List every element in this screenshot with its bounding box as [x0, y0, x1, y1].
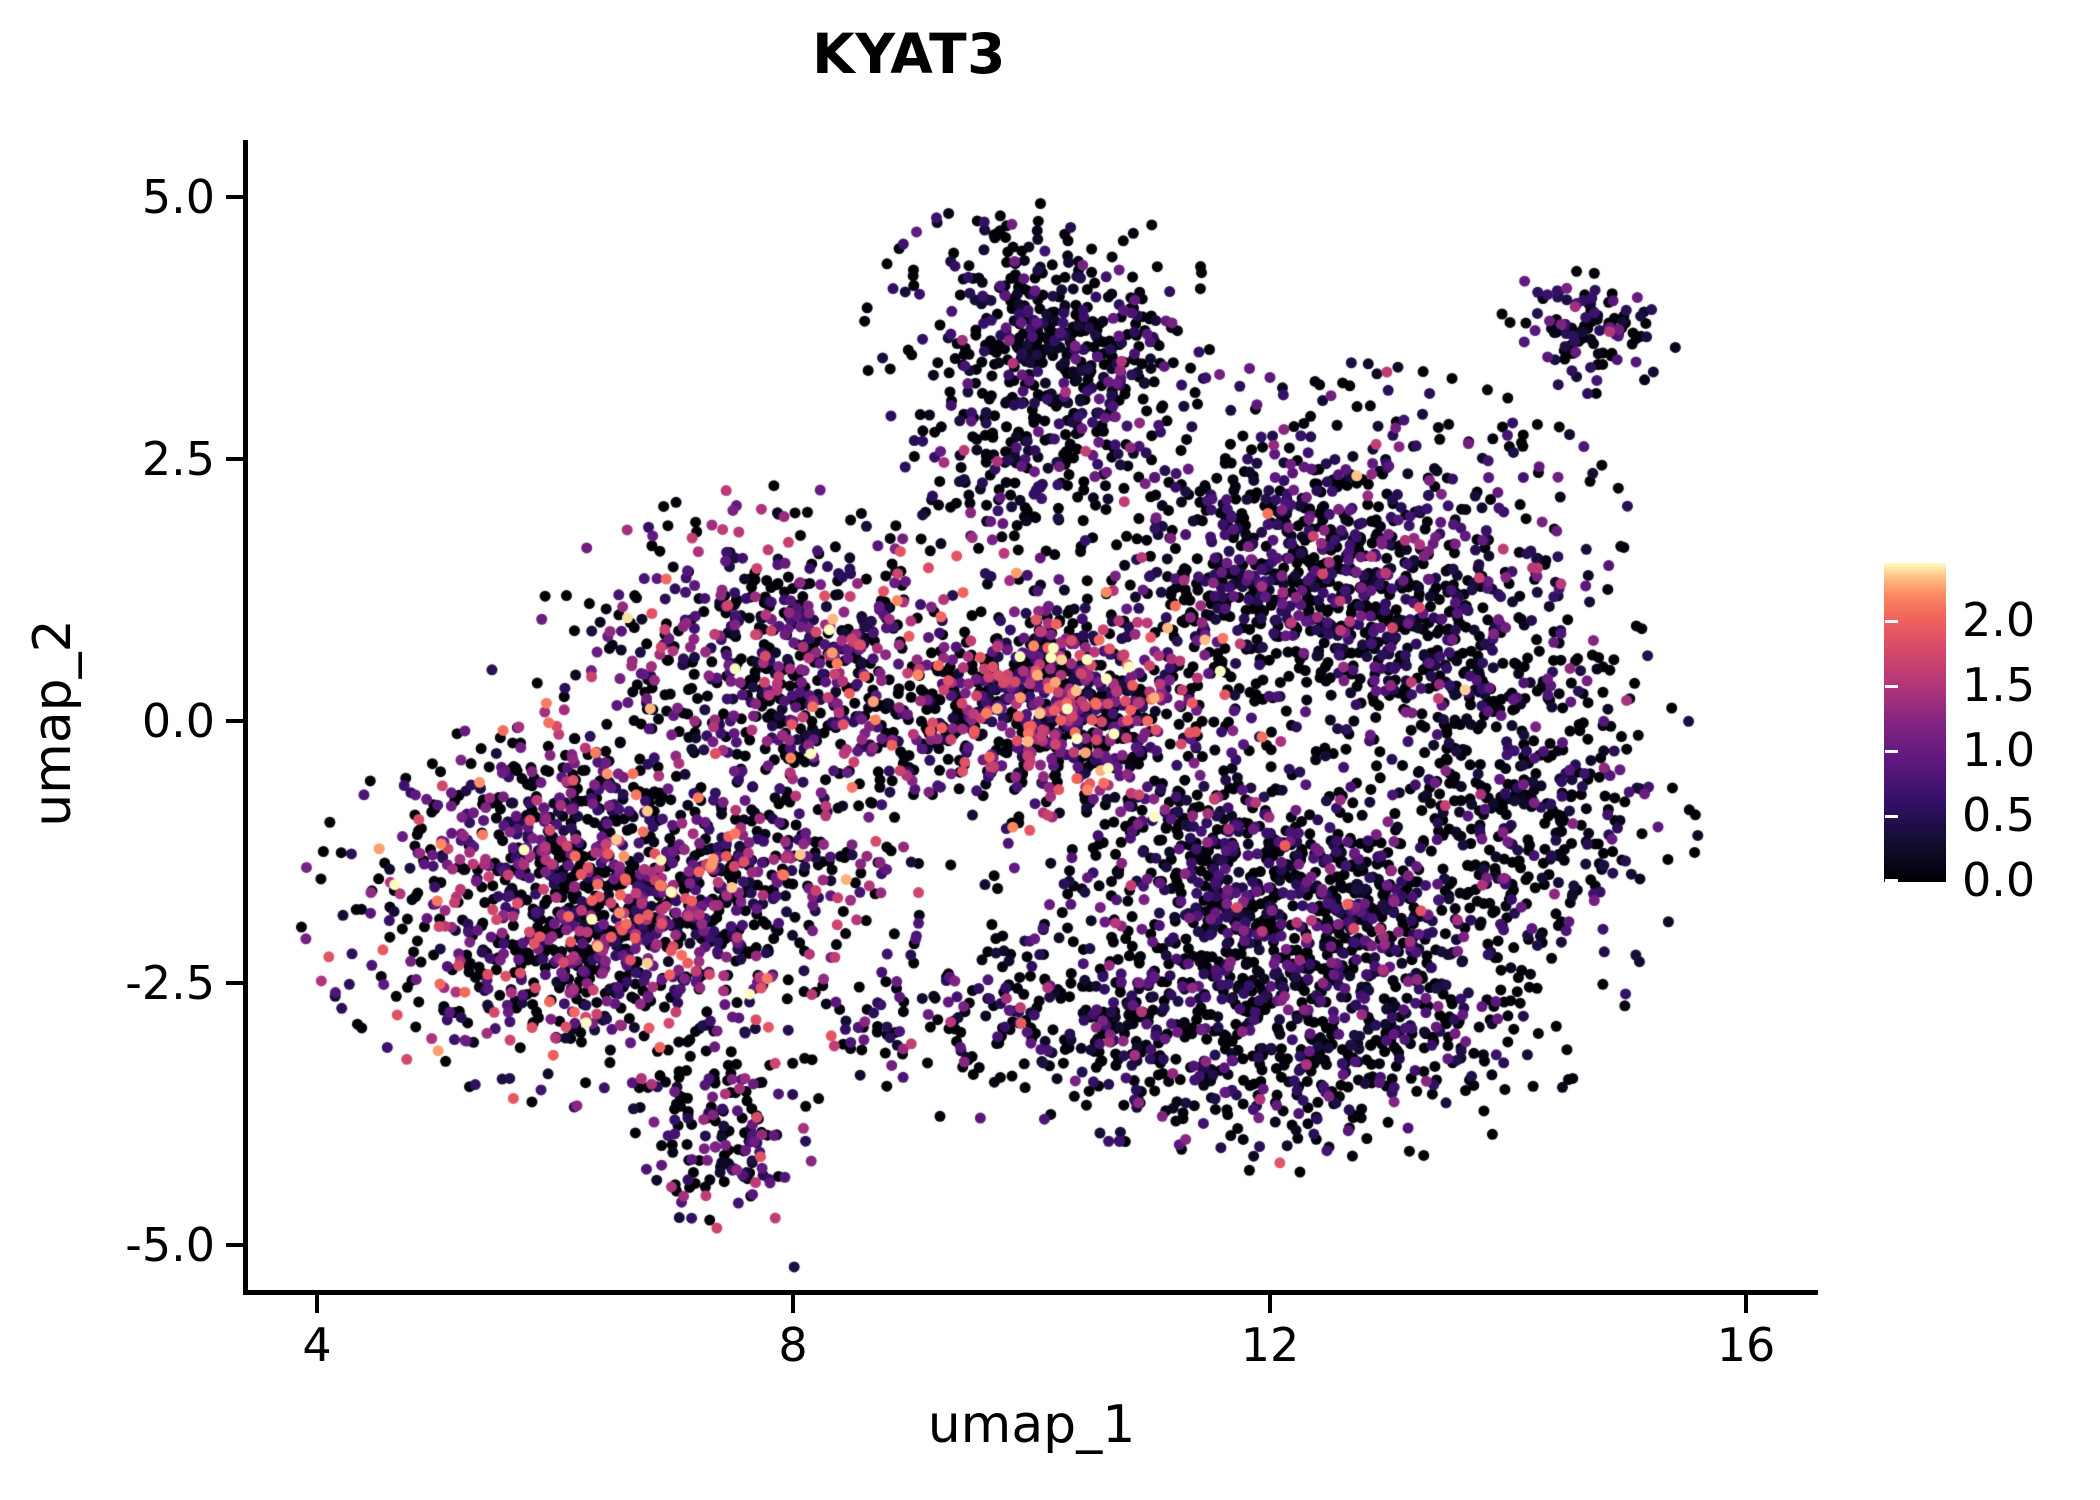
x-tick-label: 16: [1716, 1318, 1776, 1372]
x-tick-label: 12: [1240, 1318, 1300, 1372]
x-axis-spine: [243, 1290, 1818, 1295]
y-tick-mark: [226, 195, 243, 199]
colorbar-tick-mark: [1885, 879, 1898, 882]
y-tick-label: 5.0: [141, 170, 215, 224]
y-tick-mark: [226, 1243, 243, 1247]
colorbar-tick-mark: [2070, 879, 2083, 882]
y-tick-label: -2.5: [125, 956, 215, 1010]
colorbar-tick-mark: [2070, 685, 2083, 688]
y-tick-mark: [226, 719, 243, 723]
x-tick-mark: [315, 1294, 319, 1313]
colorbar-tick-label: 2.0: [1962, 593, 2036, 647]
colorbar-tick-label: 1.0: [1962, 723, 2036, 777]
colorbar-tick-label: 1.5: [1962, 658, 2036, 712]
colorbar-tick-mark: [1885, 620, 1898, 623]
plot-area: [245, 140, 1818, 1292]
colorbar-tick-mark: [2070, 750, 2083, 753]
colorbar-tick-mark: [1885, 815, 1898, 818]
y-tick-mark: [226, 981, 243, 985]
colorbar: 2.0 1.5 1.0 0.5 0.0: [1884, 563, 2084, 907]
x-tick-label: 4: [302, 1318, 332, 1372]
x-tick-mark: [791, 1294, 795, 1313]
x-tick-mark: [1268, 1294, 1272, 1313]
y-tick-label: 2.5: [141, 432, 215, 486]
x-tick-mark: [1744, 1294, 1748, 1313]
y-tick-mark: [226, 457, 243, 461]
colorbar-tick-label: 0.5: [1962, 788, 2036, 842]
y-axis-label: umap_2: [23, 619, 83, 827]
colorbar-tick-mark: [1885, 750, 1898, 753]
colorbar-tick-label: 0.0: [1962, 853, 2036, 907]
x-axis-label: umap_1: [927, 1395, 1136, 1455]
y-tick-label: 0.0: [141, 694, 215, 748]
x-tick-label: 8: [778, 1318, 808, 1372]
colorbar-tick-mark: [1885, 685, 1898, 688]
colorbar-tick-mark: [2070, 815, 2083, 818]
colorbar-gradient: [1884, 563, 1946, 882]
page-title: KYAT3: [812, 22, 1006, 86]
scatter-plot-points: [245, 140, 1818, 1292]
y-tick-label: -5.0: [125, 1218, 215, 1272]
colorbar-tick-mark: [2070, 620, 2083, 623]
